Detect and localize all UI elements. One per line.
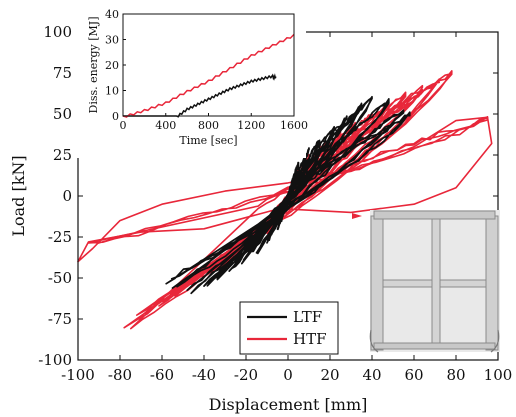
load-arrow-icon [352,213,362,219]
inset-x-tick-label: 1200 [237,119,265,132]
frame-schematic [352,210,500,353]
inset-x-tick-label: 400 [155,119,176,132]
legend-box [239,301,339,355]
y-tick-label: 25 [53,146,72,164]
y-tick-label: -25 [48,228,72,246]
frame-base-deformation [369,329,500,353]
x-tick-label: 80 [446,366,465,384]
x-tick-label: 100 [484,366,513,384]
y-tick-label: 50 [53,105,72,123]
x-axis-label: Displacement [mm] [209,395,368,414]
inset-plot: 0 400 800 1200 1600 0 10 20 30 40 Time [sec] Diss. … [75,2,308,158]
inset-x-tick-label: 800 [198,119,219,132]
y-tick-label: 0 [62,187,72,205]
y-axis-label: Load [kN] [9,155,28,236]
inset-series-htf [122,33,295,118]
frame-mid-column [431,218,441,344]
x-tick-label: -20 [234,366,258,384]
y-tick-label: -75 [48,310,72,328]
x-tick-label: -80 [108,366,132,384]
main-plot: -100 -80 -60 -40 -20 0 20 40 60 80 100-100-75-50-2… [9,23,512,414]
x-tick-label: -60 [150,366,174,384]
y-tick-label: -100 [38,351,72,369]
x-tick-label: 0 [283,366,293,384]
legend-label-ltf: LTF [293,308,322,326]
inset-y-tick-label: 10 [105,85,119,98]
frame-left-column [370,215,384,351]
inset-y-tick-label: 0 [112,110,119,123]
x-tick-label: -100 [61,366,95,384]
series-ltf-line [165,95,411,295]
inset-x-tick-label: 1600 [280,119,308,132]
frame-top-beam [373,210,496,220]
y-tick-label: -50 [48,269,72,287]
frame-bottom-beam [373,342,496,350]
inset-y-tick-label: 20 [105,59,119,72]
x-tick-label: 20 [320,366,339,384]
legend: LTF HTF [239,301,339,355]
x-tick-label: -40 [192,366,216,384]
inset-background [75,2,306,158]
y-tick-label: 100 [43,23,72,41]
inset-y-tick-label: 30 [105,34,119,47]
inset-x-tick-label: 0 [120,119,127,132]
y-tick-label: 75 [53,64,72,82]
series-htf-envelope [77,116,493,263]
legend-label-htf: HTF [293,330,327,348]
frame-right-column [485,215,499,351]
x-tick-label: 60 [404,366,423,384]
x-tick-label: 40 [362,366,381,384]
inset-series-ltf [123,73,277,118]
inset-y-tick-label: 40 [105,8,119,21]
inset-x-axis-label: Time [sec] [179,134,237,147]
inset-y-axis-label: Diss. energy [MJ] [87,17,100,114]
